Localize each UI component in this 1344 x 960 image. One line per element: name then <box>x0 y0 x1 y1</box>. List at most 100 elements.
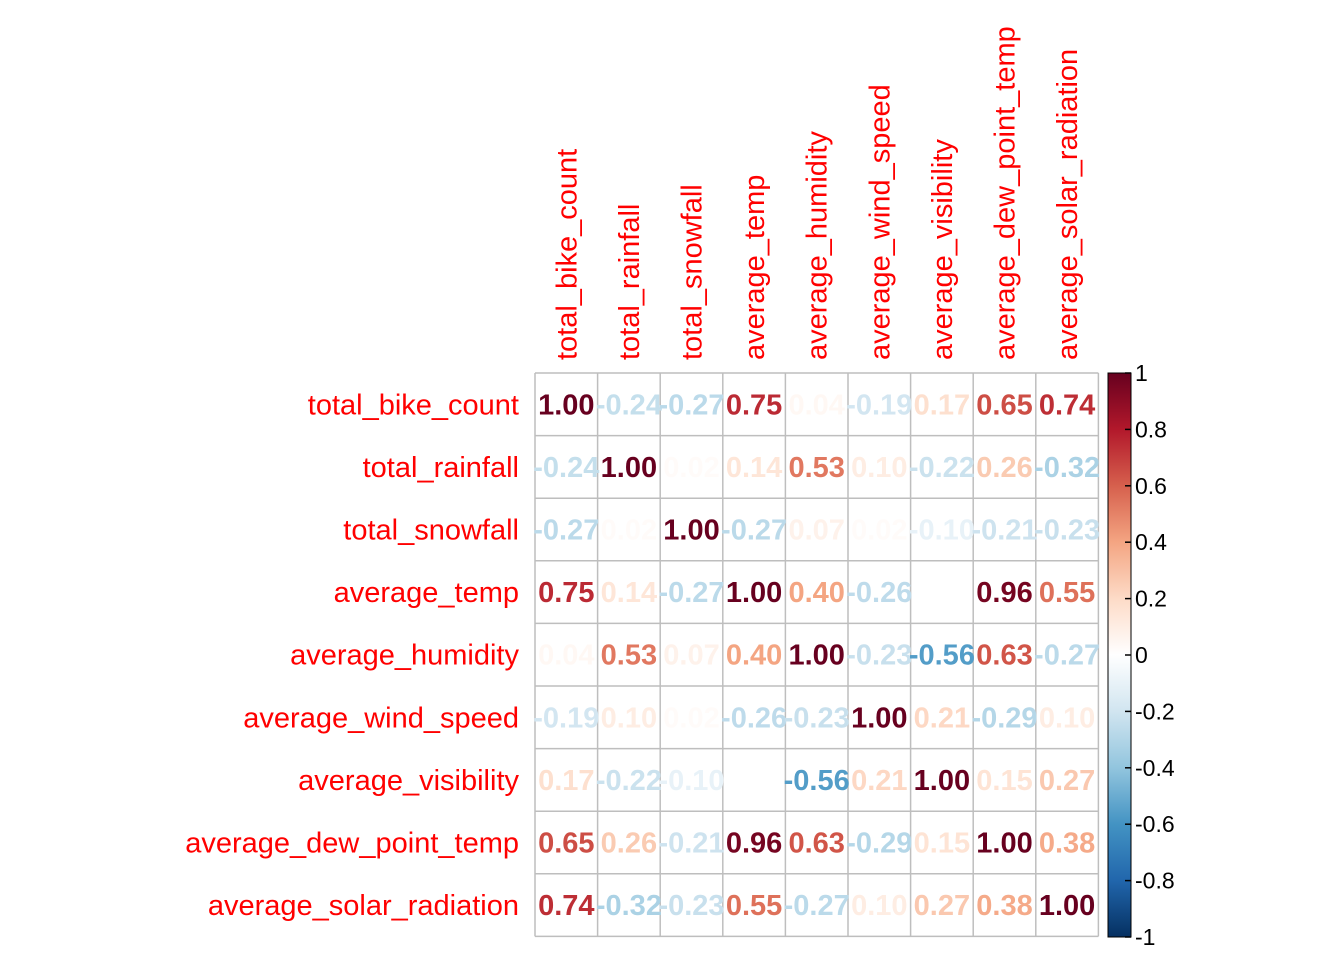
cell-value: 0.63 <box>976 640 1032 672</box>
colorbar-tick-label: -0.8 <box>1135 868 1175 894</box>
cell-value: 0.26 <box>601 828 657 860</box>
colorbar-tick-label: -1 <box>1135 924 1155 950</box>
cell-value: 0.53 <box>601 640 657 672</box>
cell-value: -0.24 <box>596 389 662 421</box>
cell-value: 0.02 <box>601 515 657 547</box>
cell-value: 0.02 <box>663 702 719 734</box>
cell-value: -0.21 <box>658 828 724 860</box>
cell-value: -0.27 <box>784 890 850 922</box>
cell-value: 0.38 <box>976 890 1032 922</box>
cell-value: 0.10 <box>601 702 657 734</box>
cell-value: 0.96 <box>726 828 782 860</box>
cell-value: 0.65 <box>976 389 1032 421</box>
column-label: average_dew_point_temp <box>990 26 1022 360</box>
cell-value: -0.21 <box>971 515 1037 547</box>
cell-value: -0.56 <box>909 640 975 672</box>
cell-value: 0.10 <box>1039 702 1095 734</box>
cell-value: 0.00 <box>726 765 782 797</box>
colorbar-tick-label: 0.4 <box>1135 529 1167 555</box>
cell-value: 0.15 <box>976 765 1032 797</box>
cell-value: -0.10 <box>658 765 724 797</box>
cell-value: -0.27 <box>658 577 724 609</box>
cell-value: 0.53 <box>788 452 844 484</box>
colorbar-tick-label: 0.8 <box>1135 416 1167 442</box>
row-label: average_visibility <box>298 765 519 797</box>
cell-value: 1.00 <box>976 828 1032 860</box>
column-label: average_visibility <box>927 139 959 360</box>
colorbar-tick-label: -0.4 <box>1135 755 1175 781</box>
cell-value: 0.10 <box>851 890 907 922</box>
cell-value: 0.75 <box>726 389 782 421</box>
column-label: average_solar_radiation <box>1052 49 1084 360</box>
column-label: average_humidity <box>802 131 834 360</box>
cell-value: 1.00 <box>726 577 782 609</box>
column-labels: total_bike_count total_rainfall total_snow… <box>551 26 1084 360</box>
cell-value: 0.00 <box>914 577 970 609</box>
cell-value: -0.23 <box>784 702 850 734</box>
row-label: total_rainfall <box>363 452 519 484</box>
column-label: total_bike_count <box>551 149 583 360</box>
cell-value: 0.26 <box>976 452 1032 484</box>
cell-value: 1.00 <box>1039 890 1095 922</box>
cell-value: 0.55 <box>726 890 782 922</box>
cell-value: -0.27 <box>658 389 724 421</box>
cell-value: 0.14 <box>726 452 782 484</box>
cell-value: 0.55 <box>1039 577 1095 609</box>
colorbar-tick-label: 0.6 <box>1135 473 1167 499</box>
cell-value: -0.19 <box>846 389 912 421</box>
cell-value: -0.22 <box>596 765 662 797</box>
cell-value: 0.65 <box>538 828 594 860</box>
cell-value: -0.32 <box>1034 452 1100 484</box>
cell-value: 0.75 <box>538 577 594 609</box>
column-label: average_wind_speed <box>864 84 896 360</box>
cell-value: -0.26 <box>721 702 787 734</box>
row-label: average_solar_radiation <box>208 890 519 922</box>
cell-value: 1.00 <box>538 389 594 421</box>
column-label: total_snowfall <box>677 184 709 360</box>
cell-value: 0.07 <box>663 640 719 672</box>
colorbar-tick-label: 0 <box>1135 642 1148 668</box>
row-label: average_dew_point_temp <box>185 828 519 860</box>
cell-value: 0.14 <box>601 577 657 609</box>
cell-value: -0.23 <box>1034 515 1100 547</box>
cell-value: 0.17 <box>914 389 970 421</box>
cell-value: 1.00 <box>663 515 719 547</box>
cell-value: 0.38 <box>1039 828 1095 860</box>
cell-value: -0.29 <box>971 702 1037 734</box>
cell-value: 0.07 <box>788 515 844 547</box>
cell-value: 0.04 <box>538 640 594 672</box>
row-label: average_humidity <box>290 640 519 672</box>
row-labels: total_bike_count total_rainfall total_snow… <box>185 389 519 922</box>
cell-value: 0.15 <box>914 828 970 860</box>
cell-value: -0.26 <box>846 577 912 609</box>
cell-value: 0.04 <box>788 389 844 421</box>
row-label: total_snowfall <box>343 515 519 547</box>
cell-value: -0.22 <box>909 452 975 484</box>
cell-value: 0.27 <box>914 890 970 922</box>
correlation-cells: 1.00 -0.24-0.27 0.75 0.04 -0.19 0.17 0.65 0.74-… <box>533 372 1100 938</box>
cell-value: 0.17 <box>538 765 594 797</box>
cell-value: 0.02 <box>663 452 719 484</box>
cell-value: 0.40 <box>788 577 844 609</box>
cell-value: 0.74 <box>1039 389 1095 421</box>
row-label: average_temp <box>334 577 519 609</box>
cell-value: 1.00 <box>914 765 970 797</box>
cell-value: -0.19 <box>533 702 599 734</box>
cell-value: 0.10 <box>851 452 907 484</box>
cell-value: -0.24 <box>533 452 599 484</box>
cell-value: 0.21 <box>914 702 970 734</box>
cell-value: -0.27 <box>1034 640 1100 672</box>
cell-value: 1.00 <box>601 452 657 484</box>
cell-value: 0.02 <box>851 515 907 547</box>
colorbar: 1 0.8 0.6 0.4 0.2 0 -0.2 -0.4 -0.6 -0.8 -1 <box>1107 360 1175 950</box>
cell-value: -0.27 <box>533 515 599 547</box>
row-label: total_bike_count <box>308 389 519 421</box>
cell-value: -0.10 <box>909 515 975 547</box>
cell-value: 0.96 <box>976 577 1032 609</box>
cell-value: -0.56 <box>784 765 850 797</box>
cell-value: 0.21 <box>851 765 907 797</box>
cell-value: -0.27 <box>721 515 787 547</box>
column-label: average_temp <box>739 175 771 360</box>
cell-value: 0.74 <box>538 890 594 922</box>
